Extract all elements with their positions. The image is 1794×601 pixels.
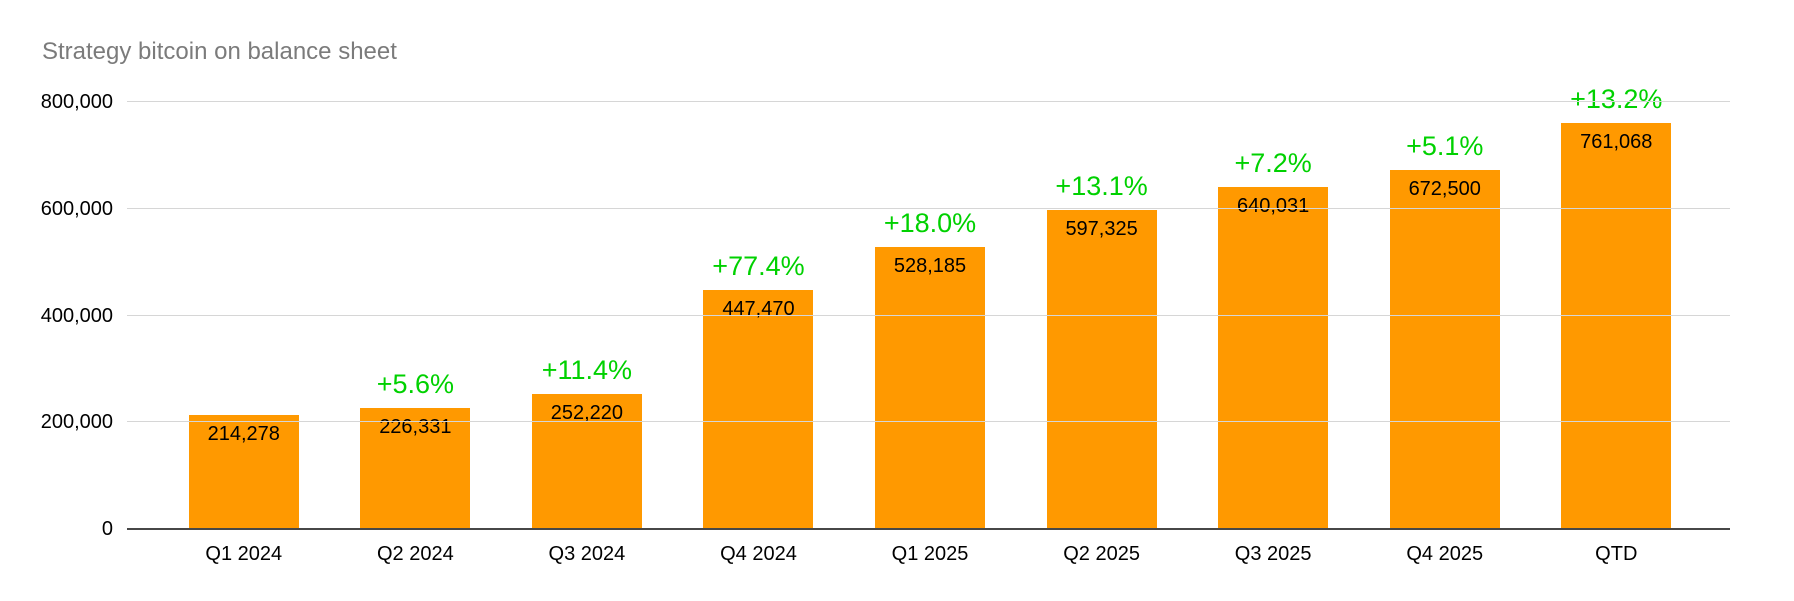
gridline <box>127 314 1730 316</box>
y-tick-label: 600,000 <box>40 197 113 220</box>
x-tick-label: Q1 2025 <box>891 543 969 565</box>
bars-row: 214,278 Q1 2024 226,331 +5.6% Q2 2024 252,220… <box>158 86 1703 564</box>
bar: 597,325 <box>1046 210 1157 529</box>
bar: 447,470 <box>703 290 814 529</box>
bar-value-label: 597,325 <box>1065 218 1138 240</box>
bar-value-label: 672,500 <box>1408 178 1481 200</box>
x-tick-label: Q3 2024 <box>548 543 626 565</box>
chart-title: Strategy bitcoin on balance sheet <box>42 38 397 65</box>
bar-slot: 640,031 +7.2% Q3 2025 <box>1187 102 1359 564</box>
bar: 252,220 <box>531 394 642 529</box>
x-tick-label: QTD <box>1595 543 1638 565</box>
bar-value-label: 761,068 <box>1580 131 1653 153</box>
bar-value-label: 214,278 <box>207 423 280 445</box>
bar-slot: 597,325 +13.1% Q2 2025 <box>1016 102 1188 564</box>
x-tick-label: Q4 2025 <box>1406 543 1484 565</box>
pct-change-label: +7.2% <box>1234 148 1312 178</box>
bar: 226,331 <box>360 408 471 529</box>
bar: 214,278 <box>188 415 299 529</box>
bar-value-label: 226,331 <box>379 416 452 438</box>
y-tick-label: 800,000 <box>40 91 113 113</box>
gridline <box>127 101 1730 102</box>
y-tick-label: 200,000 <box>40 411 113 434</box>
pct-change-label: +13.1% <box>1055 171 1148 201</box>
pct-change-label: +11.4% <box>541 355 633 385</box>
pct-change-label: +77.4% <box>712 251 805 281</box>
bar-slot: 761,068 +13.2% QTD <box>1531 86 1703 564</box>
bar-slot: 447,470 +77.4% Q4 2024 <box>673 102 845 564</box>
bar-value-label: 252,220 <box>550 402 624 424</box>
x-tick-label: Q2 2024 <box>376 543 454 565</box>
pct-change-label: +5.1% <box>1406 131 1484 161</box>
bar: 761,068 <box>1561 123 1672 529</box>
bar: 640,031 <box>1218 187 1329 529</box>
pct-change-label: +5.6% <box>376 369 454 399</box>
bar: 672,500 <box>1389 170 1500 529</box>
x-tick-label: Q4 2024 <box>720 543 797 565</box>
bar-value-label: 447,470 <box>722 298 795 320</box>
bar-slot: 214,278 Q1 2024 <box>158 102 330 564</box>
bar-value-label: 640,031 <box>1237 195 1310 217</box>
pct-change-label: +18.0% <box>883 208 977 238</box>
x-tick-label: Q2 2025 <box>1063 543 1140 565</box>
plot-area: 214,278 Q1 2024 226,331 +5.6% Q2 2024 252,220… <box>127 86 1730 564</box>
bar-slot: 252,220 +11.4% Q3 2024 <box>501 102 673 564</box>
bar: 528,185 <box>875 247 986 529</box>
bar-slot: 226,331 +5.6% Q2 2024 <box>330 102 502 564</box>
y-tick-label: 400,000 <box>40 304 113 327</box>
x-tick-label: Q3 2025 <box>1234 543 1312 565</box>
bar-slot: 528,185 +18.0% Q1 2025 <box>844 102 1016 564</box>
bar-value-label: 528,185 <box>893 255 967 277</box>
pct-change-label: +13.2% <box>1570 84 1663 114</box>
x-axis-line <box>127 528 1730 530</box>
gridline <box>127 421 1730 423</box>
bar-slot: 672,500 +5.1% Q4 2025 <box>1359 102 1531 564</box>
gridline <box>127 207 1730 209</box>
x-tick-label: Q1 2024 <box>205 543 283 565</box>
y-tick-label: 0 <box>101 518 113 540</box>
